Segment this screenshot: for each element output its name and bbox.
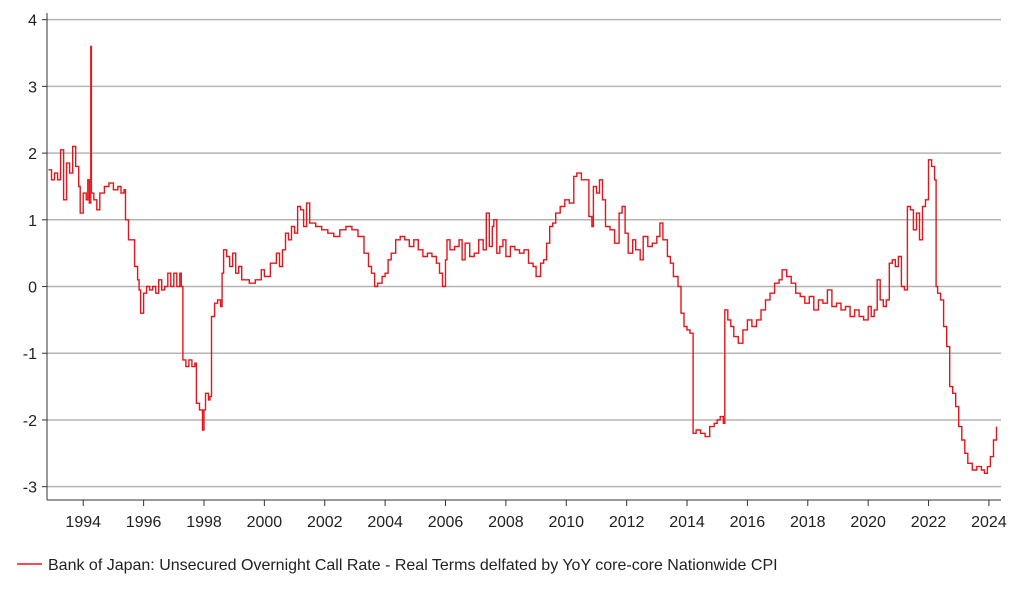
x-tick-label: 2018 [790,514,826,531]
y-tick-label: -2 [23,413,37,430]
series-line [48,45,998,474]
x-tick-label: 2024 [971,514,1007,531]
x-tick-label: 1996 [126,514,162,531]
x-tick-label: 2020 [850,514,886,531]
y-tick-label: 1 [28,213,37,230]
x-tick-label: 2022 [911,514,947,531]
x-tick-label: 2000 [247,514,283,531]
x-tick-label: 1998 [186,514,222,531]
x-tick-label: 2006 [428,514,464,531]
y-tick-label: -1 [23,346,37,363]
x-tick-label: 2014 [669,514,705,531]
y-tick-label: 3 [28,79,37,96]
x-axis: 1994 1996 1998 2000 2002 2004 2006 2008 2010 2012… [47,499,1007,531]
y-tick-label: 2 [28,146,37,163]
horizontal-gridlines [47,18,1001,488]
y-tick-label: -3 [23,480,37,497]
x-tick-label: 2010 [548,514,584,531]
x-tick-label: 2016 [730,514,766,531]
x-tick-label: 2012 [609,514,645,531]
legend-label: Bank of Japan: Unsecured Overnight Call … [48,557,778,574]
x-tick-label: 2002 [307,514,343,531]
x-tick-label: 2008 [488,514,524,531]
y-tick-label: 0 [28,280,37,297]
y-tick-label: 4 [28,13,37,30]
x-tick-label: 1994 [65,514,101,531]
legend: Bank of Japan: Unsecured Overnight Call … [17,557,778,574]
y-axis: 4 3 2 1 0 -1 -2 -3 [23,13,48,500]
x-tick-label: 2004 [367,514,403,531]
series-layer [48,45,998,474]
